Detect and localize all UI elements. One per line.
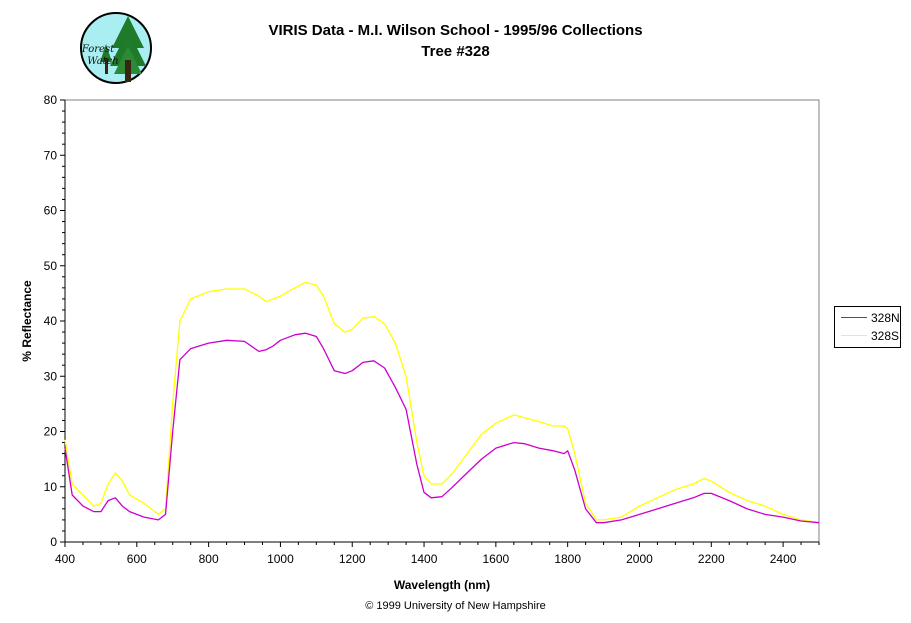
x-tick-label: 2200: [698, 552, 725, 566]
y-tick-label: 70: [44, 148, 58, 162]
y-tick-label: 30: [44, 369, 58, 383]
x-tick-label: 600: [127, 552, 147, 566]
y-axis-label: % Reflectance: [20, 280, 34, 362]
tree-icon: [100, 16, 146, 82]
logo-text-line1: Forest: [81, 44, 115, 55]
forest-watch-logo: Forest Watch: [80, 12, 152, 84]
chart-title: VIRIS Data - M.I. Wilson School - 1995/9…: [268, 22, 643, 39]
legend-item-328n: 328N: [839, 310, 900, 326]
x-axis-label: Wavelength (nm): [394, 578, 490, 592]
legend-item-328s: 328S: [839, 328, 899, 344]
x-tick-label: 1000: [267, 552, 294, 566]
y-tick-label: 10: [44, 480, 58, 494]
x-tick-label: 800: [199, 552, 219, 566]
copyright-text: © 1999 University of New Hampshire: [365, 600, 546, 612]
legend-label-328n: 328N: [871, 311, 900, 325]
x-tick-label: 1600: [483, 552, 510, 566]
y-tick-label: 50: [44, 259, 58, 273]
x-tick-label: 1400: [411, 552, 438, 566]
x-tick-label: 400: [55, 552, 75, 566]
series-layer: [64, 281, 820, 524]
y-tick-label: 20: [44, 425, 58, 439]
x-tick-label: 1200: [339, 552, 366, 566]
series-line-328s: [64, 281, 820, 524]
x-tick-label: 2000: [626, 552, 653, 566]
plot-area: [64, 99, 820, 543]
axes: 0 10 20 30 40 50 60 70 80 400 600 800 1000 1200 1400 16…: [44, 93, 820, 566]
x-tick-label: 2400: [770, 552, 797, 566]
legend-label-328s: 328S: [871, 329, 900, 343]
legend-swatch-328s: [841, 335, 867, 336]
series-line-328n: [64, 332, 820, 524]
legend: 328N 328S: [834, 306, 901, 348]
chart-subtitle: Tree #328: [421, 43, 490, 60]
legend-swatch-328n: [841, 317, 867, 318]
y-tick-label: 0: [50, 535, 57, 549]
logo-text-line2: Watch: [87, 56, 118, 67]
x-tick-label: 1800: [554, 552, 581, 566]
y-tick-label: 40: [44, 314, 58, 328]
y-tick-label: 80: [44, 93, 58, 107]
y-tick-label: 60: [44, 204, 58, 218]
